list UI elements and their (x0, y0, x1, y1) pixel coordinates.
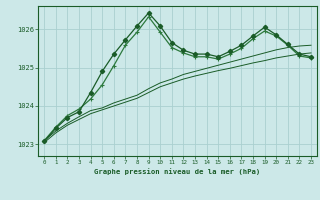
X-axis label: Graphe pression niveau de la mer (hPa): Graphe pression niveau de la mer (hPa) (94, 168, 261, 175)
